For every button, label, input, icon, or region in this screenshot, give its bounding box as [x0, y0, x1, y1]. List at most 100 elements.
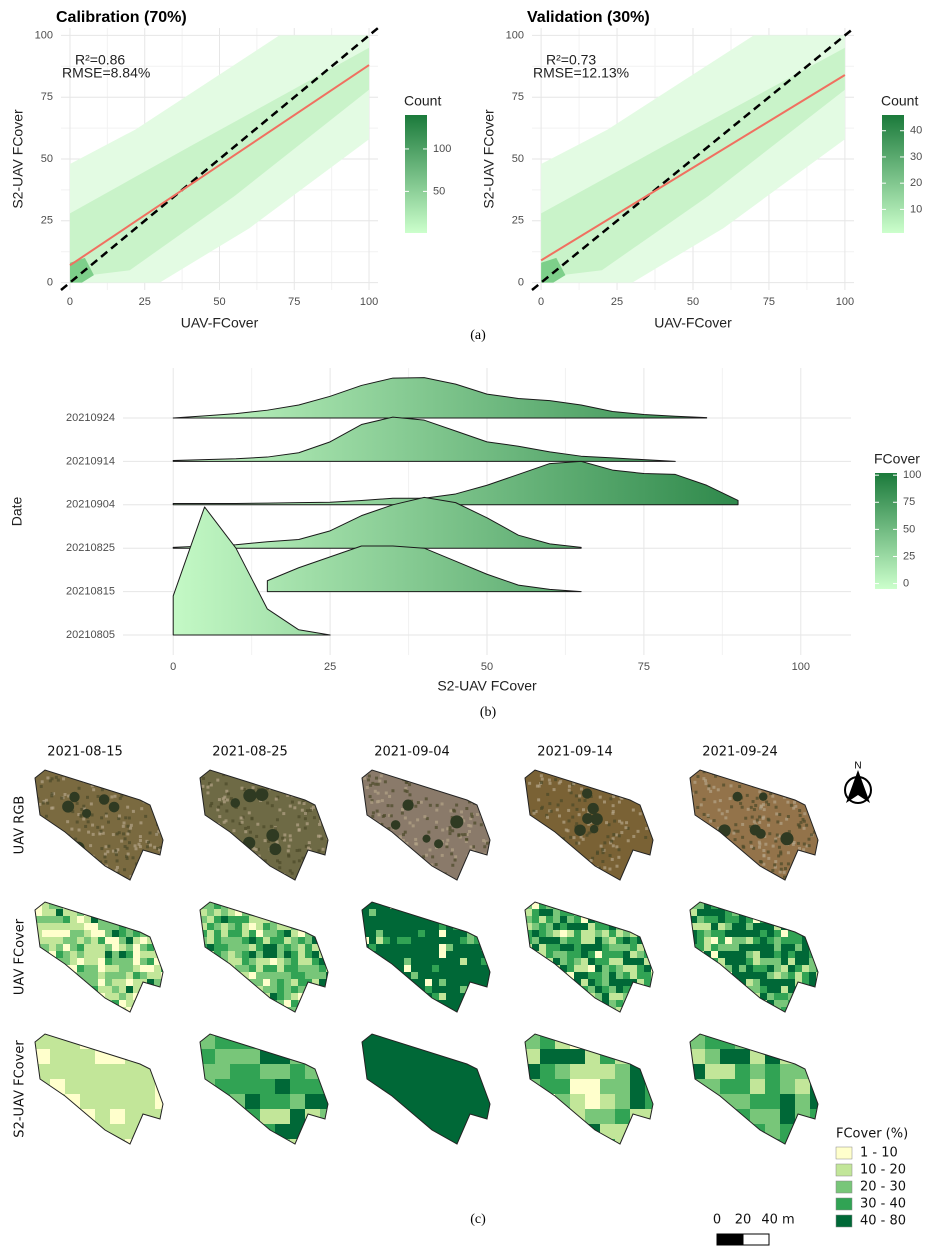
colorbar-tick-label: 40: [910, 125, 922, 137]
map: [525, 770, 653, 880]
scale-label: 20: [735, 1213, 752, 1228]
x-tick-label: 100: [836, 296, 854, 308]
colorbar-title: Count: [881, 93, 918, 109]
y-tick-label: 75: [512, 91, 524, 103]
map: [525, 902, 653, 1012]
legend-swatch: [835, 1180, 853, 1194]
north-label: N: [854, 761, 861, 772]
ridge: [266, 545, 582, 593]
x-tick-label: 75: [763, 296, 775, 308]
annotation: RMSE=12.13%: [533, 65, 629, 81]
map-outline: [199, 1033, 329, 1145]
colorbar-tick-label: 100: [903, 469, 921, 481]
y-tick-label: 20210924: [66, 412, 115, 424]
annotation: RMSE=8.84%: [62, 65, 150, 81]
map-outline: [361, 769, 491, 881]
x-tick-label: 100: [792, 661, 810, 673]
y-tick-label: 20210805: [66, 629, 115, 641]
map-date: 2021-08-25: [212, 745, 288, 760]
map: [35, 902, 163, 1012]
legend-swatch: [835, 1214, 853, 1228]
map: [690, 770, 818, 880]
x-tick-label: 0: [67, 296, 73, 308]
y-tick-label: 25: [512, 215, 524, 227]
x-tick-label: 0: [538, 296, 544, 308]
map-outline: [524, 769, 654, 881]
ridge: [172, 416, 676, 462]
scale-label: 0: [713, 1213, 721, 1228]
map: [35, 770, 163, 880]
map: [200, 902, 328, 1012]
colorbar-tick-label: 10: [910, 203, 922, 215]
map-outline: [361, 1033, 491, 1145]
y-axis-label: Date: [9, 497, 25, 527]
map-date: 2021-09-14: [537, 745, 613, 760]
y-tick-label: 20210815: [66, 586, 115, 598]
y-tick-label: 25: [41, 215, 53, 227]
colorbar-title: FCover: [874, 451, 920, 467]
colorbar-title: Count: [404, 93, 441, 109]
map-outline: [34, 901, 164, 1013]
annotation: R²=0.73: [546, 52, 596, 68]
map-date: 2021-09-04: [374, 745, 450, 760]
map: [690, 902, 818, 1012]
caption: (b): [480, 705, 497, 720]
y-tick-label: 50: [512, 153, 524, 165]
legend-label: 1 - 10: [860, 1146, 898, 1161]
x-axis-label: S2-UAV FCover: [437, 678, 537, 694]
map-row-label: S2-UAV FCover: [13, 1040, 28, 1138]
map-outline: [689, 769, 819, 881]
map-date: 2021-08-15: [47, 745, 123, 760]
caption: (a): [470, 328, 486, 343]
y-tick-label: 0: [518, 276, 524, 288]
x-tick-label: 75: [638, 661, 650, 673]
legend-swatch: [835, 1197, 853, 1211]
map-outline: [34, 769, 164, 881]
colorbar-tick-label: 20: [910, 177, 922, 189]
x-tick-label: 75: [288, 296, 300, 308]
colorbar-tick-label: 25: [903, 550, 915, 562]
colorbar-tick-label: 30: [910, 151, 922, 163]
ridge: [172, 377, 708, 419]
y-tick-label: 50: [41, 153, 53, 165]
legend-label: 30 - 40: [860, 1197, 906, 1212]
legend-title: FCover (%): [836, 1127, 908, 1142]
colorbar: [882, 115, 904, 233]
map-outline: [524, 901, 654, 1013]
map-outline: [199, 901, 329, 1013]
y-tick-label: 20210904: [66, 499, 115, 511]
colorbar: [875, 473, 897, 589]
map-row-label: UAV RGB: [13, 796, 28, 855]
map-outline: [689, 901, 819, 1013]
x-tick-label: 0: [170, 661, 176, 673]
legend-label: 10 - 20: [860, 1163, 906, 1178]
annotation: R²=0.86: [75, 52, 125, 68]
map: [362, 902, 490, 1012]
colorbar-tick-label: 50: [903, 523, 915, 535]
colorbar: [405, 115, 427, 233]
map-outline: [689, 1033, 819, 1145]
legend-swatch: [835, 1146, 853, 1160]
x-tick-label: 25: [139, 296, 151, 308]
y-axis-label: S2-UAV FCover: [10, 109, 26, 209]
y-tick-label: 20210825: [66, 542, 115, 554]
x-tick-label: 50: [481, 661, 493, 673]
caption: (c): [470, 1212, 486, 1227]
colorbar-tick-label: 50: [433, 185, 445, 197]
x-tick-label: 25: [611, 296, 623, 308]
north-arrow: N: [844, 761, 872, 804]
x-tick-label: 25: [324, 661, 336, 673]
legend-swatch: [835, 1163, 853, 1177]
chart-title: Validation (30%): [527, 9, 650, 26]
fit-line: [69, 64, 370, 267]
x-axis-label: UAV-FCover: [654, 315, 732, 331]
map-outline: [199, 769, 329, 881]
legend-label: 40 - 80: [860, 1214, 906, 1229]
map-outline: [34, 1033, 164, 1145]
identity-line: [531, 27, 855, 291]
scale-label: 40 m: [761, 1213, 794, 1228]
y-tick-label: 100: [35, 29, 53, 41]
chart-title: Calibration (70%): [56, 9, 187, 26]
x-tick-label: 50: [687, 296, 699, 308]
